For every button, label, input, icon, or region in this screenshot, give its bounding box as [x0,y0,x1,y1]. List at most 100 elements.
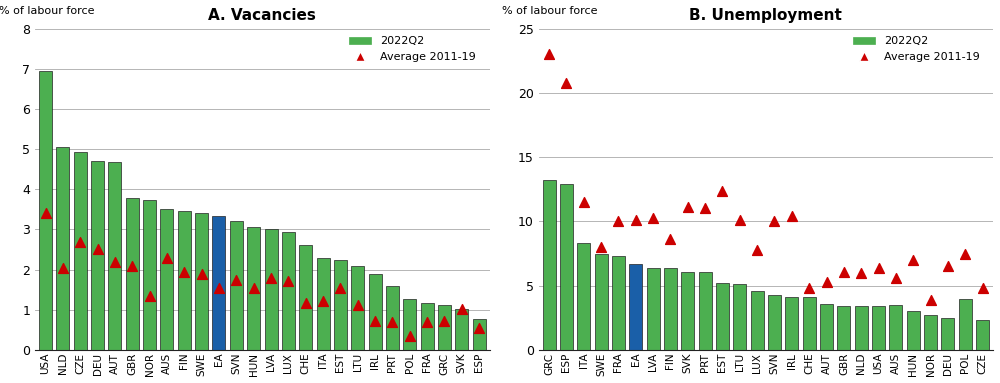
Bar [108,162,121,350]
Point [836,269,852,275]
Bar [299,245,312,350]
Bar [733,284,746,350]
Bar [247,228,260,350]
Point [576,199,592,205]
Bar [889,305,902,350]
Bar [855,306,868,350]
Bar [768,295,781,350]
Bar [386,286,399,350]
Bar [143,200,156,350]
Point [541,51,557,57]
Point [436,318,452,324]
Point [72,239,88,246]
Bar [577,243,590,350]
Point [246,285,262,291]
Point [350,302,366,308]
Bar [820,304,833,350]
Point [367,318,383,324]
Legend: 2022Q2, Average 2011-19: 2022Q2, Average 2011-19 [848,32,984,66]
Point [853,270,869,276]
Legend: 2022Q2, Average 2011-19: 2022Q2, Average 2011-19 [345,32,480,66]
Point [384,319,400,325]
Point [558,80,574,86]
Point [766,218,782,224]
Text: % of labour force: % of labour force [0,6,94,16]
Bar [403,298,416,350]
Bar [872,306,885,350]
Point [402,333,418,339]
Bar [91,161,104,350]
Point [194,272,210,278]
Bar [612,256,625,350]
Point [905,257,921,263]
Bar [438,305,451,350]
Bar [595,254,608,350]
Point [454,306,470,312]
Bar [265,229,278,350]
Point [680,204,696,210]
Bar [941,318,954,350]
Bar [74,152,87,350]
Point [332,285,348,291]
Point [749,247,765,253]
Point [107,259,123,265]
Point [263,275,279,281]
Bar [39,71,52,350]
Point [471,325,487,331]
Bar [178,211,191,350]
Point [801,285,817,291]
Point [124,264,140,270]
Bar [473,319,486,350]
Bar [699,272,712,350]
Title: A. Vacancies: A. Vacancies [208,8,316,23]
Bar [837,306,850,350]
Point [176,268,192,275]
Bar [751,291,764,350]
Point [628,217,644,223]
Bar [803,297,816,350]
Point [975,285,991,291]
Bar [560,184,573,350]
Bar [334,260,347,350]
Bar [716,283,729,350]
Bar [959,298,972,350]
Bar [369,273,382,350]
Bar [126,198,139,350]
Bar [351,265,364,350]
Point [732,216,748,223]
Bar [647,268,660,350]
Point [923,297,939,303]
Point [819,279,835,285]
Text: % of labour force: % of labour force [502,6,598,16]
Point [888,275,904,281]
Point [662,236,678,242]
Point [228,277,244,283]
Point [593,244,609,250]
Bar [924,314,937,350]
Point [645,214,661,221]
Point [784,213,800,219]
Point [55,265,71,271]
Point [142,293,158,299]
Point [280,278,296,284]
Point [38,210,54,216]
Point [871,265,887,272]
Bar [421,303,434,350]
Point [714,188,730,194]
Bar [664,268,677,350]
Bar [629,265,642,350]
Bar [785,296,798,350]
Bar [455,309,468,350]
Point [940,263,956,269]
Bar [160,209,173,350]
Point [315,298,331,304]
Bar [230,221,243,350]
Bar [907,311,920,350]
Bar [317,259,330,350]
Point [298,300,314,306]
Bar [681,272,694,350]
Point [90,246,106,252]
Title: B. Unemployment: B. Unemployment [689,8,842,23]
Bar [543,180,556,350]
Bar [976,320,989,350]
